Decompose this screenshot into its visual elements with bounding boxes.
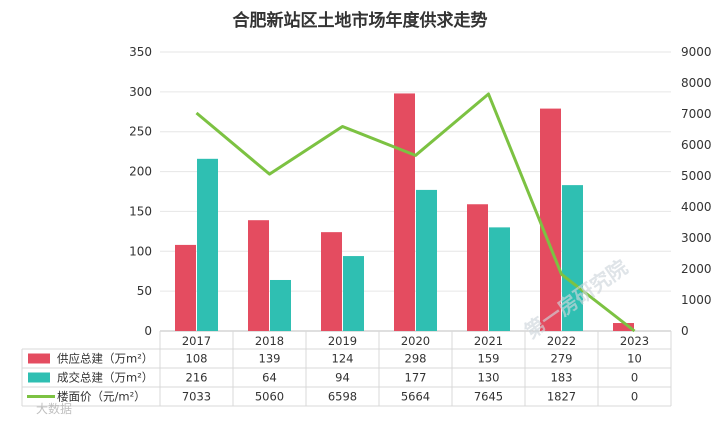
bar-supply [394, 93, 415, 331]
y-left-tick-label: 200 [129, 165, 152, 179]
y-left-tick-label: 150 [129, 204, 152, 218]
legend-swatch [28, 353, 50, 364]
bar-supply [248, 220, 269, 331]
table-cell-value: 7645 [474, 390, 503, 404]
bar-supply [467, 204, 488, 331]
table-cell-value: 216 [186, 371, 208, 385]
table-cell-value: 1827 [547, 390, 576, 404]
bar-supply [175, 244, 196, 331]
table-cell-value: 0 [631, 371, 638, 385]
y-left-tick-label: 0 [144, 324, 152, 338]
bar-deal [489, 227, 510, 331]
y-right-tick-label: 5000 [681, 169, 712, 183]
legend-swatch [28, 372, 50, 383]
table-cell-value: 124 [332, 352, 354, 366]
y-left-tick-label: 300 [129, 85, 152, 99]
y-right-tick-label: 0 [681, 324, 689, 338]
legend-label: 楼面价（元/m²） [57, 390, 146, 404]
table-cell-value: 298 [405, 352, 427, 366]
y-right-tick-label: 9000 [681, 45, 712, 59]
bar-deal [416, 189, 437, 331]
x-tick-label: 2020 [401, 334, 430, 348]
x-tick-label: 2021 [474, 334, 503, 348]
table-cell-value: 108 [186, 352, 208, 366]
y-right-tick-label: 2000 [681, 262, 712, 276]
price-line-path [195, 92, 636, 333]
y-right-tick-label: 8000 [681, 76, 712, 90]
table-cell-value: 279 [551, 352, 573, 366]
bar-supply [321, 232, 342, 331]
table-cell-value: 64 [262, 371, 277, 385]
table-cell-value: 94 [335, 371, 350, 385]
grid [160, 51, 671, 332]
x-tick-label: 2023 [620, 334, 649, 348]
table-cell-value: 159 [478, 352, 500, 366]
y-axis-left: 0 50 100 150 200 250 300 350 [129, 45, 152, 338]
table-cell-value: 177 [405, 371, 427, 385]
y-right-tick-label: 4000 [681, 200, 712, 214]
bar-deal [343, 256, 364, 331]
watermark-logo-text: 大数据 [36, 401, 72, 416]
table-cell-value: 10 [627, 352, 642, 366]
data-table: 2017 2018 2019 2020 2021 2022 2023 供应总建（万m²） 108… [21, 331, 672, 407]
y-left-tick-label: 50 [137, 284, 152, 298]
bar-deal [197, 158, 218, 331]
bar-supply [540, 108, 561, 332]
x-tick-label: 2022 [547, 334, 576, 348]
y-right-tick-label: 6000 [681, 138, 712, 152]
y-right-tick-label: 3000 [681, 231, 712, 245]
x-tick-label: 2018 [255, 334, 284, 348]
table-cell-value: 183 [551, 371, 573, 385]
y-right-tick-label: 1000 [681, 293, 712, 307]
bar-deal [270, 279, 291, 331]
chart-title: 合肥新站区土地市场年度供求走势 [233, 10, 488, 31]
y-left-tick-label: 100 [129, 244, 152, 258]
table-cell-value: 6598 [328, 390, 357, 404]
table-cell-value: 139 [259, 352, 281, 366]
legend-label: 供应总建（万m²） [57, 352, 153, 366]
y-axis-right: 0 1000 2000 3000 4000 5000 6000 7000 8000 9000 [681, 45, 712, 338]
y-right-tick-label: 7000 [681, 107, 712, 121]
x-tick-label: 2019 [328, 334, 357, 348]
y-left-tick-label: 350 [129, 45, 152, 59]
table-cell-value: 130 [478, 371, 500, 385]
legend-label: 成交总建（万m²） [57, 371, 153, 385]
x-tick-label: 2017 [182, 334, 211, 348]
table-cell-value: 5664 [401, 390, 430, 404]
table-cell-value: 0 [631, 390, 638, 404]
bar-deal [562, 185, 583, 331]
price-line [195, 92, 636, 333]
y-left-tick-label: 250 [129, 125, 152, 139]
table-cell-value: 5060 [255, 390, 284, 404]
table-cell-value: 7033 [182, 390, 211, 404]
bar-supply [613, 323, 634, 331]
